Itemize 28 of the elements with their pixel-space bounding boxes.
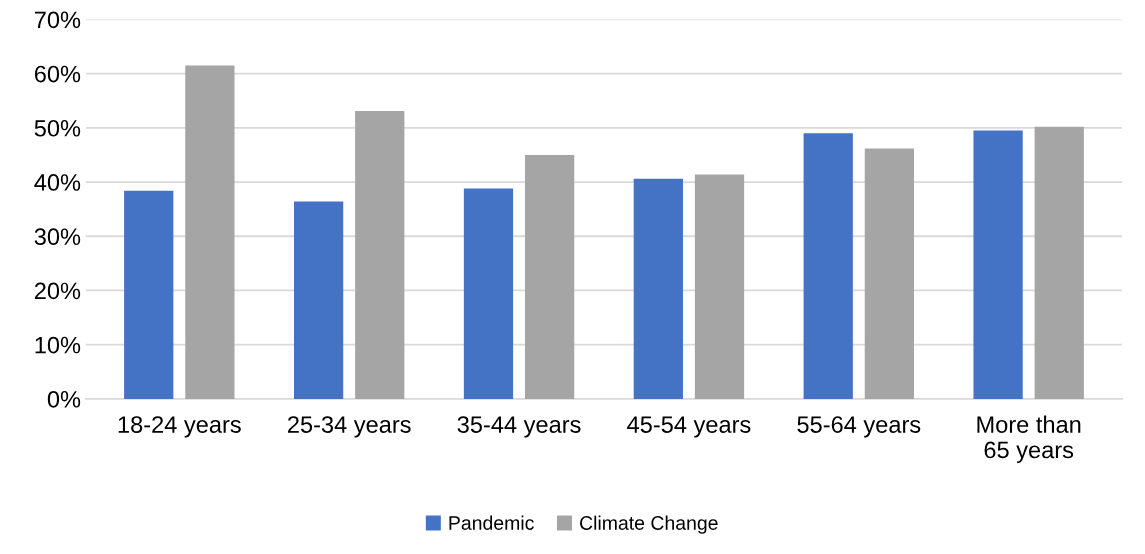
y-tick-label: 40% (34, 174, 81, 191)
legend-label: Pandemic (449, 515, 534, 530)
x-tick-label: More than 65 years (977, 415, 1081, 463)
y-tick-label: 50% (34, 119, 81, 137)
bar (864, 148, 915, 399)
bar (355, 111, 405, 399)
y-tick-label: 70% (34, 11, 81, 29)
bar (525, 154, 575, 399)
y-tick-label: 10% (35, 336, 81, 354)
y-tick-label: 20% (34, 282, 81, 300)
x-tick-label: 55-64 years (797, 416, 921, 438)
bar (463, 188, 514, 399)
bar (973, 130, 1023, 399)
bar (803, 133, 853, 399)
x-tick-label: 45-54 years (627, 416, 751, 438)
x-tick-label: 35-44 years (457, 416, 581, 438)
y-tick-label: 30% (34, 228, 81, 246)
bar (124, 190, 174, 399)
x-tick-label: 25-34 years (288, 416, 411, 438)
bar (293, 201, 344, 399)
bar (694, 174, 745, 399)
x-tick-label: 18-24 years (118, 416, 241, 438)
legend-label: Climate Change (580, 515, 718, 534)
y-tick-label: 0% (47, 390, 81, 408)
bar (633, 178, 683, 399)
bar (1034, 126, 1084, 399)
bar (185, 65, 235, 399)
y-tick-label: 60% (34, 65, 81, 83)
